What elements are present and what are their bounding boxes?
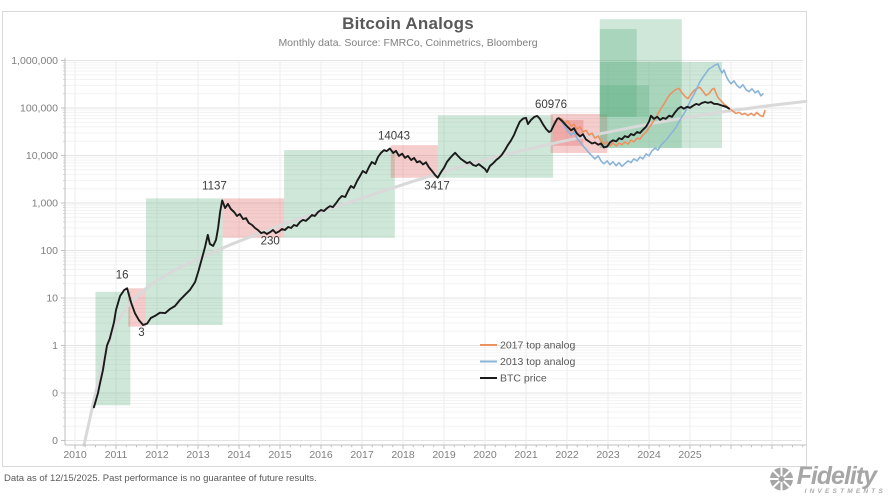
y-tick-label: 100,000 bbox=[20, 103, 58, 115]
legend-label: 2017 top analog bbox=[500, 340, 575, 352]
series-path bbox=[92, 101, 730, 409]
x-tick-label: 2022 bbox=[555, 449, 579, 461]
x-tick-label: 2024 bbox=[637, 449, 661, 461]
y-tick-label: 1,000,000 bbox=[11, 55, 58, 67]
chart-frame bbox=[2, 11, 807, 467]
y-tick-label: 100 bbox=[40, 245, 58, 257]
legend: 2017 top analog 2013 top analog BTC price bbox=[480, 340, 575, 385]
x-tick-label: 2012 bbox=[145, 449, 169, 461]
pinwheel-icon bbox=[769, 467, 793, 491]
x-tick-label: 2019 bbox=[432, 449, 456, 461]
series-2017-top-analog bbox=[558, 86, 766, 147]
green-analog-box bbox=[599, 85, 649, 117]
x-tick-label: 2023 bbox=[596, 449, 620, 461]
y-tick-label: 0 bbox=[52, 435, 58, 447]
x-tick-label: 2010 bbox=[63, 449, 87, 461]
series-2013-top-analog bbox=[558, 63, 764, 168]
x-tick-label: 2016 bbox=[309, 449, 333, 461]
footer-disclaimer: Data as of 12/15/2025. Past performance … bbox=[4, 473, 317, 484]
analog-boxes bbox=[95, 19, 722, 406]
brand-name: Fidelity bbox=[796, 462, 878, 490]
series-path bbox=[558, 63, 764, 168]
brand-tagline: INVESTMENTS bbox=[804, 488, 886, 495]
annotation-3417: 3417 bbox=[424, 181, 450, 193]
red-analog-box bbox=[390, 145, 438, 178]
x-tick-label: 2015 bbox=[268, 449, 292, 461]
y-tick-label: 0 bbox=[52, 388, 58, 400]
green-analog-box bbox=[599, 61, 722, 148]
annotation-60976: 60976 bbox=[535, 99, 567, 111]
green-analog-box bbox=[599, 29, 637, 117]
trend-line bbox=[82, 99, 808, 447]
x-tick-label: 2013 bbox=[186, 449, 210, 461]
annotation-230: 230 bbox=[261, 235, 280, 247]
x-tick-label: 2017 bbox=[350, 449, 374, 461]
annotations: 16 3 1137 230 14043 3417 60976 bbox=[116, 99, 567, 339]
series-path bbox=[558, 86, 766, 147]
x-tick-label: 2018 bbox=[391, 449, 415, 461]
legend-label: BTC price bbox=[500, 373, 547, 385]
x-tick-label: 2025 bbox=[678, 449, 702, 461]
x-tick-label: 2021 bbox=[514, 449, 538, 461]
y-tick-label: 1,000 bbox=[32, 198, 58, 210]
y-tick-label: 1 bbox=[52, 340, 58, 352]
x-tick-label: 2020 bbox=[473, 449, 497, 461]
x-tick-label: 2014 bbox=[227, 449, 251, 461]
annotation-16: 16 bbox=[116, 269, 129, 281]
red-analog-box bbox=[128, 288, 146, 327]
fidelity-logo: Fidelity INVESTMENTS bbox=[768, 462, 886, 495]
gridlines bbox=[65, 60, 802, 445]
annotation-14043: 14043 bbox=[378, 130, 410, 142]
y-tick-label: 10,000 bbox=[26, 150, 58, 162]
trend-path bbox=[82, 99, 808, 447]
series-btc-price bbox=[92, 101, 730, 409]
legend-label: 2013 top analog bbox=[500, 356, 575, 368]
y-tick-label: 10 bbox=[46, 293, 58, 305]
annotation-3: 3 bbox=[138, 327, 144, 339]
green-analog-box bbox=[145, 198, 223, 326]
x-tick-label: 2011 bbox=[105, 449, 128, 461]
annotation-1137: 1137 bbox=[202, 180, 227, 192]
